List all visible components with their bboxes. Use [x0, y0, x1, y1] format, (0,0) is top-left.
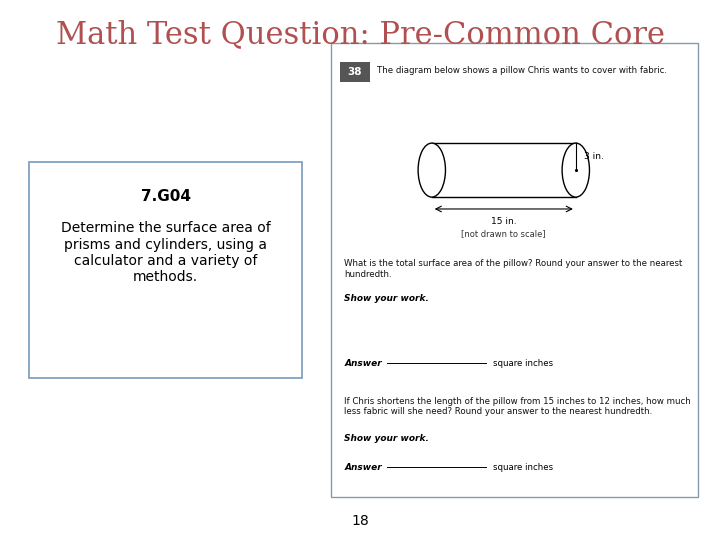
Text: What is the total surface area of the pillow? Round your answer to the nearest
h: What is the total surface area of the pi… [344, 259, 683, 279]
Text: Show your work.: Show your work. [344, 434, 429, 443]
Text: If Chris shortens the length of the pillow from 15 inches to 12 inches, how much: If Chris shortens the length of the pill… [344, 397, 691, 416]
Text: 18: 18 [351, 514, 369, 528]
Text: square inches: square inches [493, 463, 554, 472]
Text: Show your work.: Show your work. [344, 294, 429, 303]
Ellipse shape [562, 143, 590, 197]
Bar [29, 162, 302, 378]
Text: Math Test Question: Pre-Common Core: Math Test Question: Pre-Common Core [55, 19, 665, 50]
Text: 38: 38 [348, 67, 362, 77]
Text: [not drawn to scale]: [not drawn to scale] [462, 230, 546, 239]
Bar [331, 43, 698, 497]
Text: Answer: Answer [344, 359, 382, 368]
Text: 15 in.: 15 in. [491, 217, 516, 226]
Text: 7.G04: 7.G04 [140, 189, 191, 204]
Bar [432, 143, 576, 197]
Text: Answer: Answer [344, 463, 382, 472]
Bar [340, 62, 370, 82]
Text: The diagram below shows a pillow Chris wants to cover with fabric.: The diagram below shows a pillow Chris w… [377, 66, 667, 75]
Ellipse shape [418, 143, 446, 197]
Text: 3 in.: 3 in. [585, 152, 604, 161]
Text: Determine the surface area of
prisms and cylinders, using a
calculator and a var: Determine the surface area of prisms and… [60, 221, 271, 284]
Text: square inches: square inches [493, 359, 554, 368]
